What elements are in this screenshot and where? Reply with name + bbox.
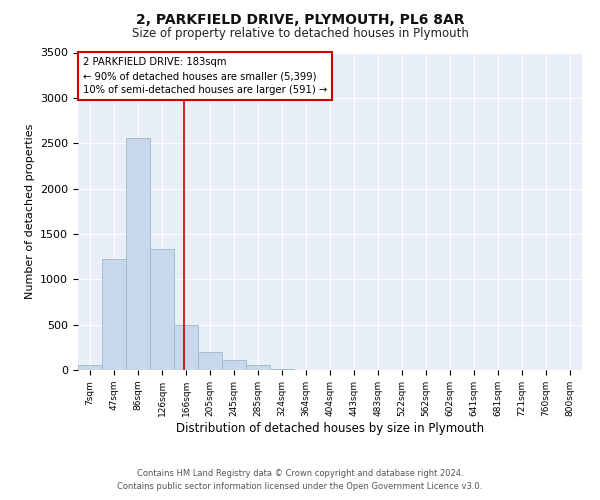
Bar [246,366,270,370]
Bar [222,360,246,370]
Bar [102,260,126,370]
Bar [270,369,294,370]
Bar [78,366,102,370]
Bar [198,352,222,370]
Bar [126,138,150,370]
Text: 2, PARKFIELD DRIVE, PLYMOUTH, PL6 8AR: 2, PARKFIELD DRIVE, PLYMOUTH, PL6 8AR [136,12,464,26]
Y-axis label: Number of detached properties: Number of detached properties [25,124,35,299]
Text: Size of property relative to detached houses in Plymouth: Size of property relative to detached ho… [131,28,469,40]
Text: 2 PARKFIELD DRIVE: 183sqm
← 90% of detached houses are smaller (5,399)
10% of se: 2 PARKFIELD DRIVE: 183sqm ← 90% of detac… [83,58,327,96]
Bar [150,250,174,370]
Bar [174,324,198,370]
Text: Contains HM Land Registry data © Crown copyright and database right 2024.
Contai: Contains HM Land Registry data © Crown c… [118,469,482,491]
X-axis label: Distribution of detached houses by size in Plymouth: Distribution of detached houses by size … [176,422,484,434]
